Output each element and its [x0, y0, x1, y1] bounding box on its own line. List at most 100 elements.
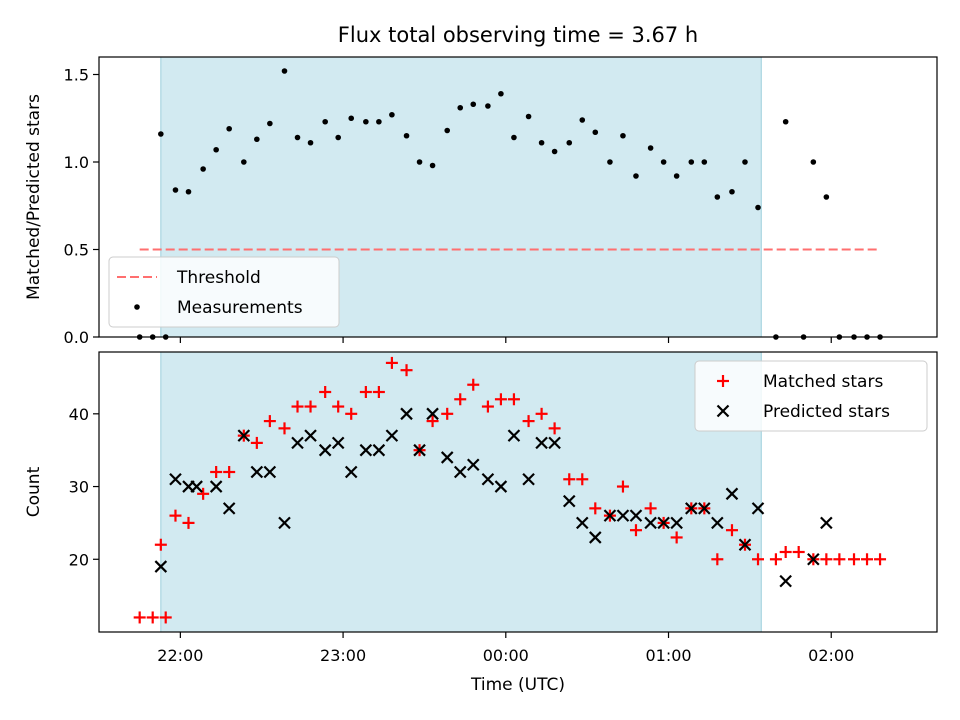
- matched-star-point: [441, 407, 454, 420]
- measurement-point: [538, 139, 545, 146]
- matched-star-point: [169, 509, 182, 522]
- predicted-star-point: [222, 502, 236, 515]
- measurement-point: [457, 104, 464, 111]
- measurement-point: [307, 139, 314, 146]
- predicted-star-point: [725, 487, 739, 501]
- measurement-point: [241, 159, 247, 165]
- count-panel: 22:00 23:00 00:00 01:00 02:00 20 30 40 Matched s…: [69, 351, 938, 665]
- measurement-point: [200, 166, 206, 172]
- matched-star-point: [644, 502, 657, 515]
- measurement-point: [416, 159, 423, 165]
- predicted-star-point: [190, 480, 203, 493]
- y-tick-label: 1.0: [64, 153, 89, 172]
- matched-star-point: [154, 538, 167, 551]
- matched-star-point: [752, 553, 765, 566]
- predicted-star-point: [548, 436, 561, 450]
- predicted-star-point: [426, 407, 439, 421]
- predicted-star-point: [400, 407, 413, 421]
- matched-star-point: [779, 546, 792, 558]
- predicted-star-point: [629, 509, 643, 522]
- measurement-point: [158, 131, 164, 137]
- matched-star-point: [210, 466, 223, 478]
- matched-star-point: [400, 364, 413, 377]
- measurement-point: [348, 115, 355, 122]
- y-axis-label-bottom: Count: [24, 466, 44, 517]
- legend-label: Measurements: [177, 298, 303, 318]
- predicted-star-point: [575, 516, 589, 530]
- predicted-star-point: [453, 465, 467, 479]
- predicted-star-point: [250, 465, 264, 479]
- predicted-star-point: [738, 538, 752, 552]
- matched-star-point: [159, 611, 172, 624]
- matched-star-point: [769, 553, 782, 566]
- axes-frame: [98, 351, 938, 633]
- predicted-star-point: [331, 436, 345, 450]
- measurement-point: [688, 159, 695, 165]
- matched-star-point: [833, 553, 846, 566]
- matched-star-point: [589, 502, 602, 515]
- matched-star-point: [133, 611, 146, 624]
- predicted-star-point: [237, 429, 251, 442]
- measurement-point: [579, 117, 586, 123]
- matched-star-point: [263, 415, 276, 428]
- measurement-point: [267, 120, 273, 127]
- predicted-star-point: [603, 509, 617, 522]
- predicted-star-point: [291, 436, 304, 450]
- matched-star-point: [861, 553, 874, 566]
- measurement-point: [633, 173, 639, 179]
- matched-star-point: [182, 516, 195, 529]
- chart-title: Flux total observing time = 3.67 h: [338, 23, 698, 47]
- matched-star-point: [467, 378, 480, 391]
- matched-star-point: [454, 393, 467, 406]
- measurement-point: [729, 188, 735, 195]
- measurement-point: [755, 204, 761, 211]
- y-tick-label: 20: [69, 550, 89, 569]
- matched-star-point: [616, 480, 629, 493]
- axes-frame: [98, 56, 938, 338]
- predicted-star-point: [466, 458, 480, 472]
- measurement-point: [470, 101, 477, 108]
- measurement-point: [281, 68, 288, 74]
- x-tick-label: 01:00: [645, 646, 691, 665]
- matched-star-point: [792, 546, 805, 558]
- measurement-point: [254, 136, 260, 143]
- y-tick-label: 0.5: [64, 241, 89, 260]
- measurement-point: [498, 90, 504, 97]
- predicted-star-point: [522, 472, 535, 486]
- legend-measurement-swatch: [134, 304, 140, 310]
- predicted-star-point: [154, 560, 168, 573]
- legend-label: Matched stars: [763, 372, 883, 392]
- legend-box: [108, 256, 340, 328]
- measurement-point: [525, 113, 532, 120]
- predicted-star-point: [589, 531, 602, 544]
- predicted-star-point: [779, 574, 792, 588]
- measurement-point: [592, 129, 599, 136]
- x-tick-label: 22:00: [157, 646, 203, 665]
- measurement-point: [172, 187, 179, 193]
- predicted-star-point: [494, 480, 508, 493]
- measurement-point: [551, 148, 558, 155]
- measurement-point: [444, 127, 451, 134]
- legend: Threshold Measurements: [108, 256, 340, 328]
- predicted-star-point: [263, 465, 277, 479]
- matched-star-point: [359, 386, 372, 398]
- legend-box: [694, 360, 928, 432]
- predicted-star-point: [304, 429, 317, 442]
- predicted-star-point: [440, 451, 454, 464]
- measurement-point: [226, 125, 232, 132]
- matched-star-point: [146, 611, 159, 624]
- predicted-star-point: [344, 465, 358, 479]
- measurement-point: [363, 118, 369, 125]
- matched-star-point: [345, 407, 358, 420]
- matched-star-point: [629, 524, 642, 537]
- predicted-star-point: [820, 516, 833, 530]
- measurement-point: [213, 146, 219, 153]
- measurement-point: [376, 118, 382, 125]
- measurement-point: [511, 134, 517, 141]
- measurement-point: [742, 159, 748, 165]
- measurement-point: [660, 159, 667, 165]
- matched-star-point: [223, 466, 236, 478]
- matched-star-point: [481, 400, 494, 413]
- matched-star-point: [848, 553, 861, 566]
